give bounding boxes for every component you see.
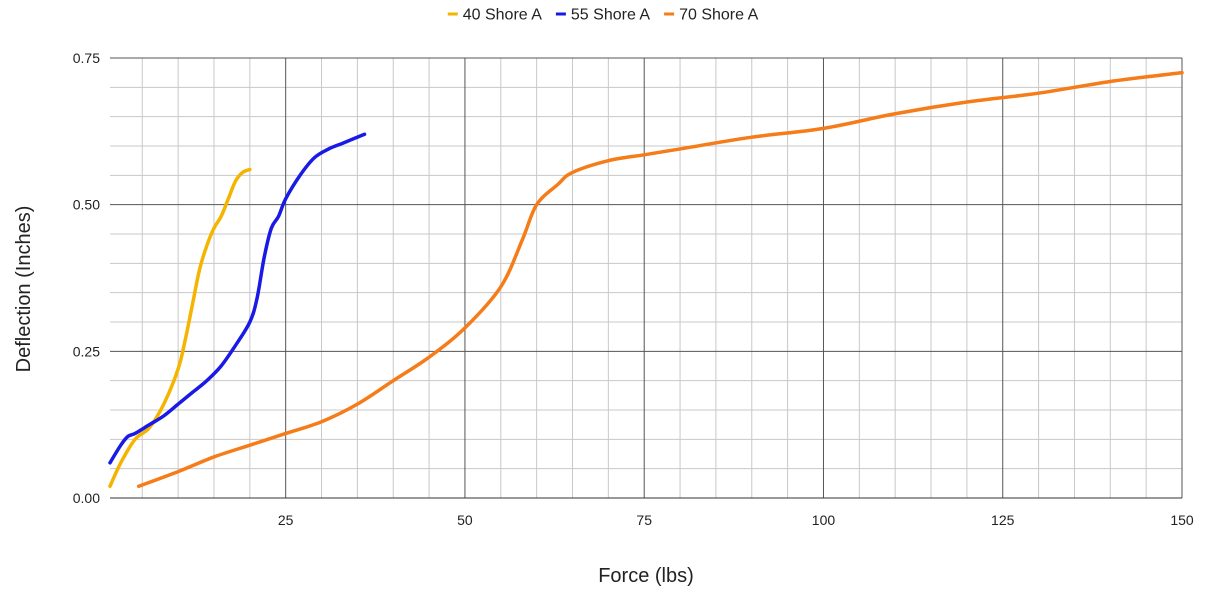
series-line-55-shore-a xyxy=(108,132,367,465)
legend: 40 Shore A 55 Shore A 70 Shore A xyxy=(447,7,759,24)
x-tick-label: 150 xyxy=(1170,512,1194,528)
x-axis-title: Force (lbs) xyxy=(598,565,694,587)
y-tick-label: 0.25 xyxy=(73,343,100,359)
x-tick-label: 125 xyxy=(991,512,1015,528)
y-tick-labels: 0.00 0.25 0.50 0.75 xyxy=(73,50,100,506)
y-tick-label: 0.75 xyxy=(73,50,100,66)
legend-marker-70-shore-a xyxy=(664,12,675,16)
legend-label-70-shore-a: 70 Shore A xyxy=(679,7,759,24)
x-tick-label: 75 xyxy=(636,512,652,528)
y-tick-label: 0.50 xyxy=(73,197,100,213)
major-gridlines xyxy=(110,57,1183,498)
x-tick-label: 25 xyxy=(278,512,294,528)
legend-label-55-shore-a: 55 Shore A xyxy=(571,7,651,24)
x-tick-label: 100 xyxy=(812,512,836,528)
legend-marker-40-shore-a xyxy=(447,12,458,16)
series-line-70-shore-a xyxy=(136,70,1184,489)
x-tick-labels: 25 50 75 100 125 150 xyxy=(278,512,1194,528)
series-lines xyxy=(108,70,1184,489)
x-tick-label: 50 xyxy=(457,512,473,528)
series-line-40-shore-a xyxy=(108,167,252,489)
y-axis-title: Deflection (Inches) xyxy=(13,206,35,373)
minor-gridlines xyxy=(110,58,1182,498)
legend-label-40-shore-a: 40 Shore A xyxy=(463,7,543,24)
legend-marker-55-shore-a xyxy=(555,12,566,16)
y-tick-label: 0.00 xyxy=(73,490,100,506)
